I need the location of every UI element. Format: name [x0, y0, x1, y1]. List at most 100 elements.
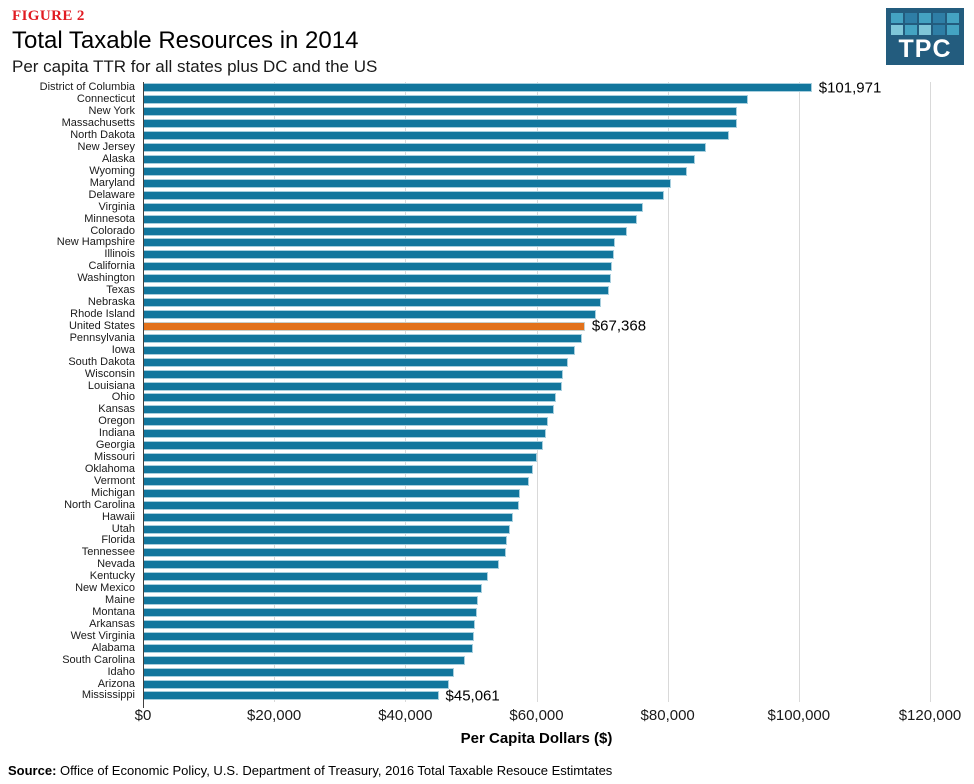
bar-track: [143, 595, 930, 607]
state-bar: [143, 608, 477, 618]
state-label: Alabama: [91, 641, 135, 654]
state-label: Maine: [105, 594, 135, 607]
bar-track: [143, 642, 930, 654]
bar-rows: District of Columbia $101,971 Connecticut N…: [0, 79, 930, 705]
logo-square: [919, 13, 931, 23]
state-bar: [143, 512, 513, 522]
state-label: Montana: [92, 606, 135, 619]
state-bar: [143, 262, 612, 272]
bar-row: Oregon: [0, 416, 930, 428]
logo-square: [933, 13, 945, 23]
state-label: New Jersey: [77, 141, 135, 154]
bar-row: Utah: [0, 523, 930, 535]
state-bar: [143, 357, 568, 367]
state-label: Oklahoma: [84, 462, 135, 475]
state-label: Nebraska: [87, 296, 135, 309]
x-axis-ticks: $0 $20,000 $40,000 $60,000 $80,000 $100,000 $1…: [0, 707, 974, 727]
bar-track: [143, 94, 930, 106]
bar-row: South Dakota: [0, 356, 930, 368]
bar-row: Tennessee: [0, 547, 930, 559]
bar-row: Illinois: [0, 249, 930, 261]
bar-track: [143, 523, 930, 535]
state-bar: [143, 560, 500, 570]
bar-row: Virginia: [0, 201, 930, 213]
bar-track: [143, 380, 930, 392]
bar-row: District of Columbia $101,971: [0, 79, 930, 96]
bar-track: [143, 201, 930, 213]
state-label: New Mexico: [75, 582, 135, 595]
state-bar: [143, 226, 627, 236]
bar-row: Alaska: [0, 152, 930, 166]
state-bar: [143, 453, 538, 463]
state-label: Tennessee: [81, 546, 135, 559]
gridline: [536, 82, 538, 702]
figure-label: FIGURE 2: [12, 8, 85, 24]
state-label: United States: [68, 319, 135, 332]
chart-title: Total Taxable Resources in 2014: [12, 27, 359, 54]
bar-row: Maine: [0, 595, 930, 607]
bar-track: [143, 392, 930, 404]
state-label: North Dakota: [70, 129, 135, 142]
bar-row: Ohio: [0, 392, 930, 404]
bar-track: [143, 452, 930, 464]
bar-track: [143, 630, 930, 642]
gridline-layer: [143, 82, 931, 702]
bar-row: United States $67,368: [0, 318, 930, 335]
state-label: Vermont: [94, 474, 135, 487]
value-label: $45,061: [445, 687, 500, 705]
state-label: Alaska: [101, 152, 135, 165]
state-label: Missouri: [94, 451, 135, 464]
bar-track: [143, 154, 930, 166]
state-label: California: [88, 260, 135, 273]
bar-track: [143, 678, 930, 690]
source-prefix: Source:: [8, 763, 57, 778]
state-bar: [143, 238, 615, 248]
bar-row: New Mexico: [0, 583, 930, 595]
bar-track: [143, 297, 930, 309]
logo-square: [947, 13, 959, 23]
bar-row: North Dakota: [0, 130, 930, 142]
state-label: South Carolina: [62, 653, 135, 666]
state-label: Ohio: [111, 391, 135, 404]
state-label: New York: [88, 105, 135, 118]
bar-row: Maryland: [0, 177, 930, 189]
bar-track: [143, 428, 930, 440]
bar-row: Louisiana: [0, 380, 930, 392]
bar-track: [143, 165, 930, 177]
state-label: Utah: [111, 522, 135, 535]
bar-row: Washington: [0, 273, 930, 285]
state-label: Massachusetts: [61, 117, 135, 130]
state-bar: [143, 274, 612, 284]
state-label: Colorado: [90, 224, 135, 237]
logo-square: [905, 25, 917, 35]
state-bar: [143, 536, 507, 546]
state-bar: [143, 429, 547, 439]
x-tick-label: $120,000: [898, 707, 962, 724]
bar-track: [143, 368, 930, 380]
state-bar: [143, 131, 730, 141]
bar-track: $67,368: [143, 318, 930, 335]
bar-row: Wisconsin: [0, 368, 930, 380]
logo-square: [933, 25, 945, 35]
logo-square: [919, 25, 931, 35]
state-label: Minnesota: [84, 212, 135, 225]
state-label: Indiana: [98, 427, 135, 440]
state-bar: [143, 476, 529, 486]
bar-row: Vermont: [0, 475, 930, 487]
bar-row: Kansas: [0, 404, 930, 416]
state-label: Maryland: [89, 176, 135, 189]
bar-row: South Carolina: [0, 654, 930, 666]
bar-track: [143, 309, 930, 321]
state-label: Kansas: [98, 403, 135, 416]
state-label: Michigan: [90, 486, 135, 499]
x-tick-label: $60,000: [509, 707, 564, 724]
state-bar: [143, 643, 473, 653]
x-tick-label: $0: [134, 707, 152, 724]
bar-track: [143, 213, 930, 225]
state-bar: [143, 286, 609, 296]
bar-track: [143, 499, 930, 511]
state-label: Florida: [101, 534, 135, 547]
bar-track: [143, 440, 930, 452]
bar-row: Alabama: [0, 642, 930, 654]
state-label: Delaware: [88, 188, 135, 201]
